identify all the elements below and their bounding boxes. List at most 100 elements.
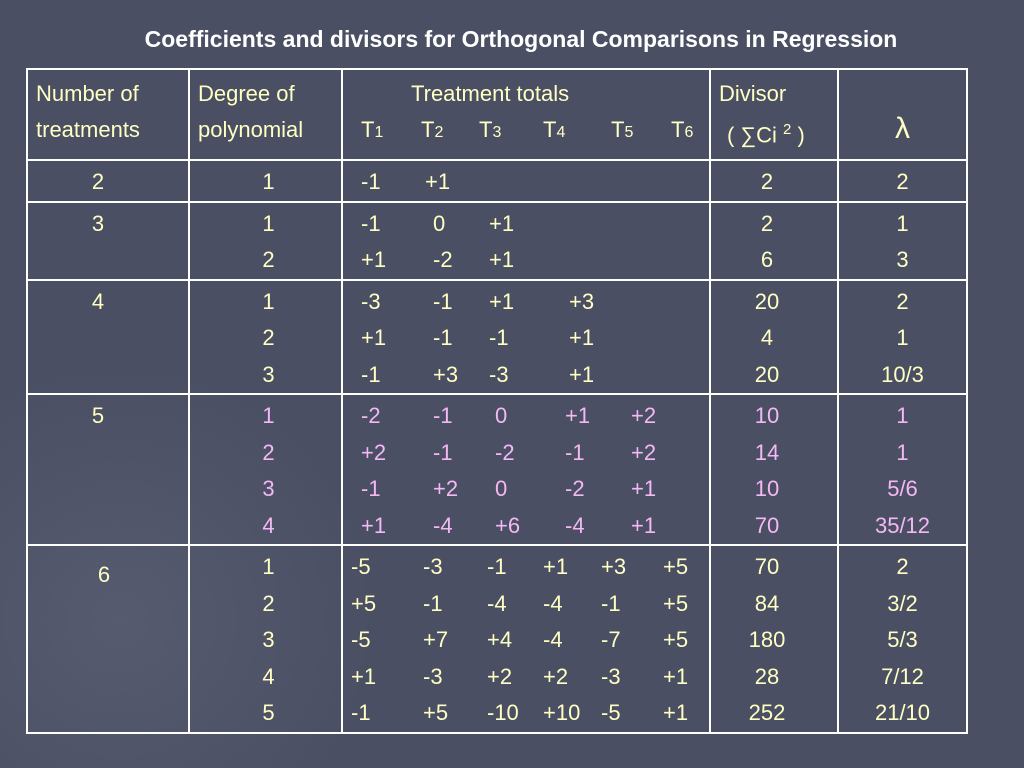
coefficient-value: -3 [601,663,621,689]
coefficient-value: +1 [663,700,689,726]
coefficient-line: +1 -3 +2 +2 -3 +1 [343,659,709,696]
degree-value: 2 [262,590,275,616]
cell-divisor: 2 [709,159,839,203]
header-treatment-labels: T1 T2 T3 T4 T5 T6 [343,112,701,148]
header-col1-line2: treatments [36,117,140,142]
divisor-value: 28 [754,663,780,689]
cell-number-of-treatments: 2 [26,159,190,203]
cell-number-of-treatments: 5 [26,393,190,547]
coefficient-value: -4 [543,627,563,653]
cell-number-of-treatments: 6 [26,544,190,734]
coefficient-line: -3 -1 +1 +3 [343,284,709,321]
lambda-value: 10/3 [881,361,924,387]
cell-lambda: 2 [837,159,968,203]
coefficient-value: -1 [565,439,585,465]
coefficient-value: +2 [631,439,657,465]
coefficient-value: -10 [487,700,519,726]
coefficient-value: +1 [489,247,515,273]
coefficient-value: 0 [495,476,508,502]
coefficient-value: -1 [361,476,381,502]
treatment-label-sub: 4 [556,124,566,141]
cell-coefficients: -5 -3 -1 +1 +3 +5 +5 -1 -4 -4 -1 +5 -5 +7 +4 -4 -7 +5 +1 -3… [341,544,711,734]
treatment-label-sub: 6 [684,124,694,141]
coefficient-value: +1 [361,247,387,273]
coefficient-value: +10 [543,700,581,726]
header-col3-line1: Treatment totals [411,81,570,106]
treatment-label-sub: 1 [374,124,384,141]
coefficient-value: +1 [361,325,387,351]
divisor-value: 180 [748,627,786,653]
coefficient-line: -5 +7 +4 -4 -7 +5 [343,622,709,659]
degree-value: 2 [262,325,275,351]
coefficient-value: -5 [601,700,621,726]
coefficient-line: +1 -1 -1 +1 [343,320,709,357]
coefficient-value: +3 [433,361,459,387]
coefficient-value: +2 [433,476,459,502]
page-title: Coefficients and divisors for Orthogonal… [144,26,898,52]
divisor-value: 2 [760,210,774,236]
group-row-2: 2 1 -1 +1 2 2 [26,159,968,203]
group-row-6: 6 1 2 3 4 5 -5 -3 -1 +1 +3 +5 +5 -1 -4 -4 -1 +5 -5 +7 +4 -4 -7… [26,544,968,734]
coefficient-value: -2 [495,439,515,465]
coefficient-value: -1 [361,210,381,236]
treatments-value: 3 [91,210,105,236]
coefficient-value: -1 [433,439,453,465]
divisor-value: 252 [748,700,786,726]
coefficient-line: -2 -1 0 +1 +2 [343,398,709,435]
coefficient-value: -1 [361,169,381,195]
coefficient-line: -1 +3 -3 +1 [343,357,709,394]
header-number-of-treatments: Number of treatments [26,67,190,162]
coefficient-value: +1 [631,476,657,502]
coefficient-line: -1 +1 [343,164,709,201]
coefficient-line: -1 +5 -10 +10 -5 +1 [343,695,709,732]
coefficient-value: -3 [423,663,443,689]
header-col4-line1: Divisor [719,81,787,106]
coefficient-value: +2 [631,403,657,429]
group-row-4: 4 1 2 3 -3 -1 +1 +3 +1 -1 -1 +1 -1 +3 -3 +1 20 4 20 2 1 10/3 [26,278,968,396]
cell-number-of-treatments: 4 [26,278,190,396]
lambda-value: 1 [896,210,909,236]
treatments-value: 4 [91,288,105,314]
divisor-value: 70 [754,554,780,580]
treatment-label-sub: 5 [624,124,634,141]
coefficient-line: -1 0 +1 [343,206,709,243]
coefficient-value: -1 [433,325,453,351]
coefficient-value: +2 [487,663,513,689]
lambda-value: 5/6 [887,476,918,502]
coefficient-value: -4 [433,512,453,538]
degree-value: 1 [262,288,275,314]
coefficient-value: -2 [361,403,381,429]
lambda-value: 35/12 [874,512,931,538]
coefficient-value: -4 [543,590,563,616]
cell-coefficients: -2 -1 0 +1 +2 +2 -1 -2 -1 +2 -1 +2 0 -2 +1 +1 -4 +6 -4 +1 [341,393,711,547]
cell-divisor: 20 4 20 [709,278,839,396]
divisor-value: 10 [754,476,780,502]
coefficient-value: -1 [351,700,371,726]
coefficient-line: +1 -4 +6 -4 +1 [343,508,709,545]
coefficient-value: 0 [433,210,446,236]
coefficient-value: -1 [423,590,443,616]
divisor-value: 10 [754,403,780,429]
cell-lambda: 1 1 5/6 35/12 [837,393,968,547]
coefficient-value: +2 [543,663,569,689]
coefficient-value: -7 [601,627,621,653]
lambda-value: 21/10 [874,700,931,726]
coefficient-value: +1 [543,554,569,580]
coefficient-value: -1 [601,590,621,616]
treatment-label-sub: 2 [434,124,444,141]
degree-value: 1 [262,403,275,429]
coefficient-value: +4 [487,627,513,653]
divisor-value: 6 [760,247,774,273]
degree-value: 4 [262,663,275,689]
coefficient-value: +1 [361,512,387,538]
coefficient-line: +2 -1 -2 -1 +2 [343,435,709,472]
divisor-value: 14 [754,439,780,465]
header-col1-line1: Number of [36,81,139,106]
coefficient-value: -1 [489,325,509,351]
header-col2-line2: polynomial [198,117,304,142]
lambda-value: 1 [896,325,909,351]
header-lambda: λ [837,67,968,162]
coefficient-value: +3 [569,288,595,314]
